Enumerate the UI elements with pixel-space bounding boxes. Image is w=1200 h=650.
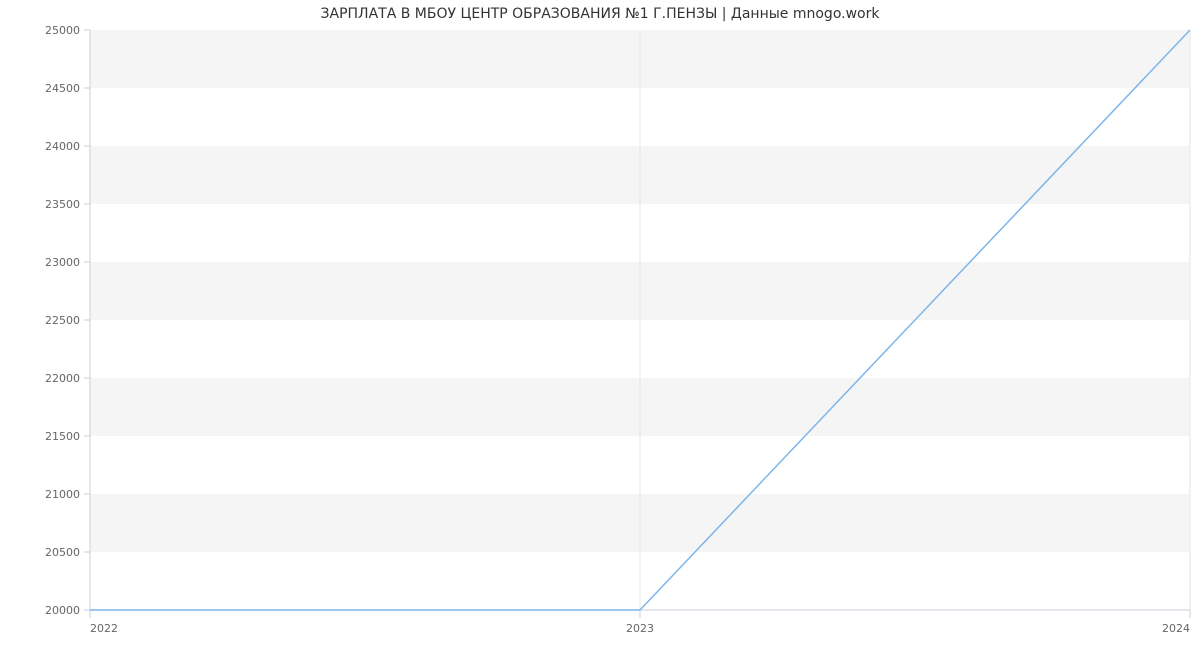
y-tick-label: 23000 bbox=[45, 256, 80, 269]
y-tick-label: 23500 bbox=[45, 198, 80, 211]
y-tick-label: 21500 bbox=[45, 430, 80, 443]
x-tick-label: 2024 bbox=[1162, 622, 1190, 635]
y-tick-label: 22500 bbox=[45, 314, 80, 327]
x-tick-label: 2023 bbox=[626, 622, 654, 635]
chart-title: ЗАРПЛАТА В МБОУ ЦЕНТР ОБРАЗОВАНИЯ №1 Г.П… bbox=[0, 6, 1200, 22]
y-tick-label: 24000 bbox=[45, 140, 80, 153]
y-tick-label: 24500 bbox=[45, 82, 80, 95]
y-tick-label: 20000 bbox=[45, 604, 80, 617]
y-tick-label: 21000 bbox=[45, 488, 80, 501]
y-tick-label: 22000 bbox=[45, 372, 80, 385]
x-tick-label: 2022 bbox=[90, 622, 118, 635]
y-tick-label: 25000 bbox=[45, 24, 80, 37]
salary-line-chart: 2022 2023 2024 20000 20500 21000 21500 22000 225… bbox=[0, 0, 1200, 650]
y-tick-label: 20500 bbox=[45, 546, 80, 559]
